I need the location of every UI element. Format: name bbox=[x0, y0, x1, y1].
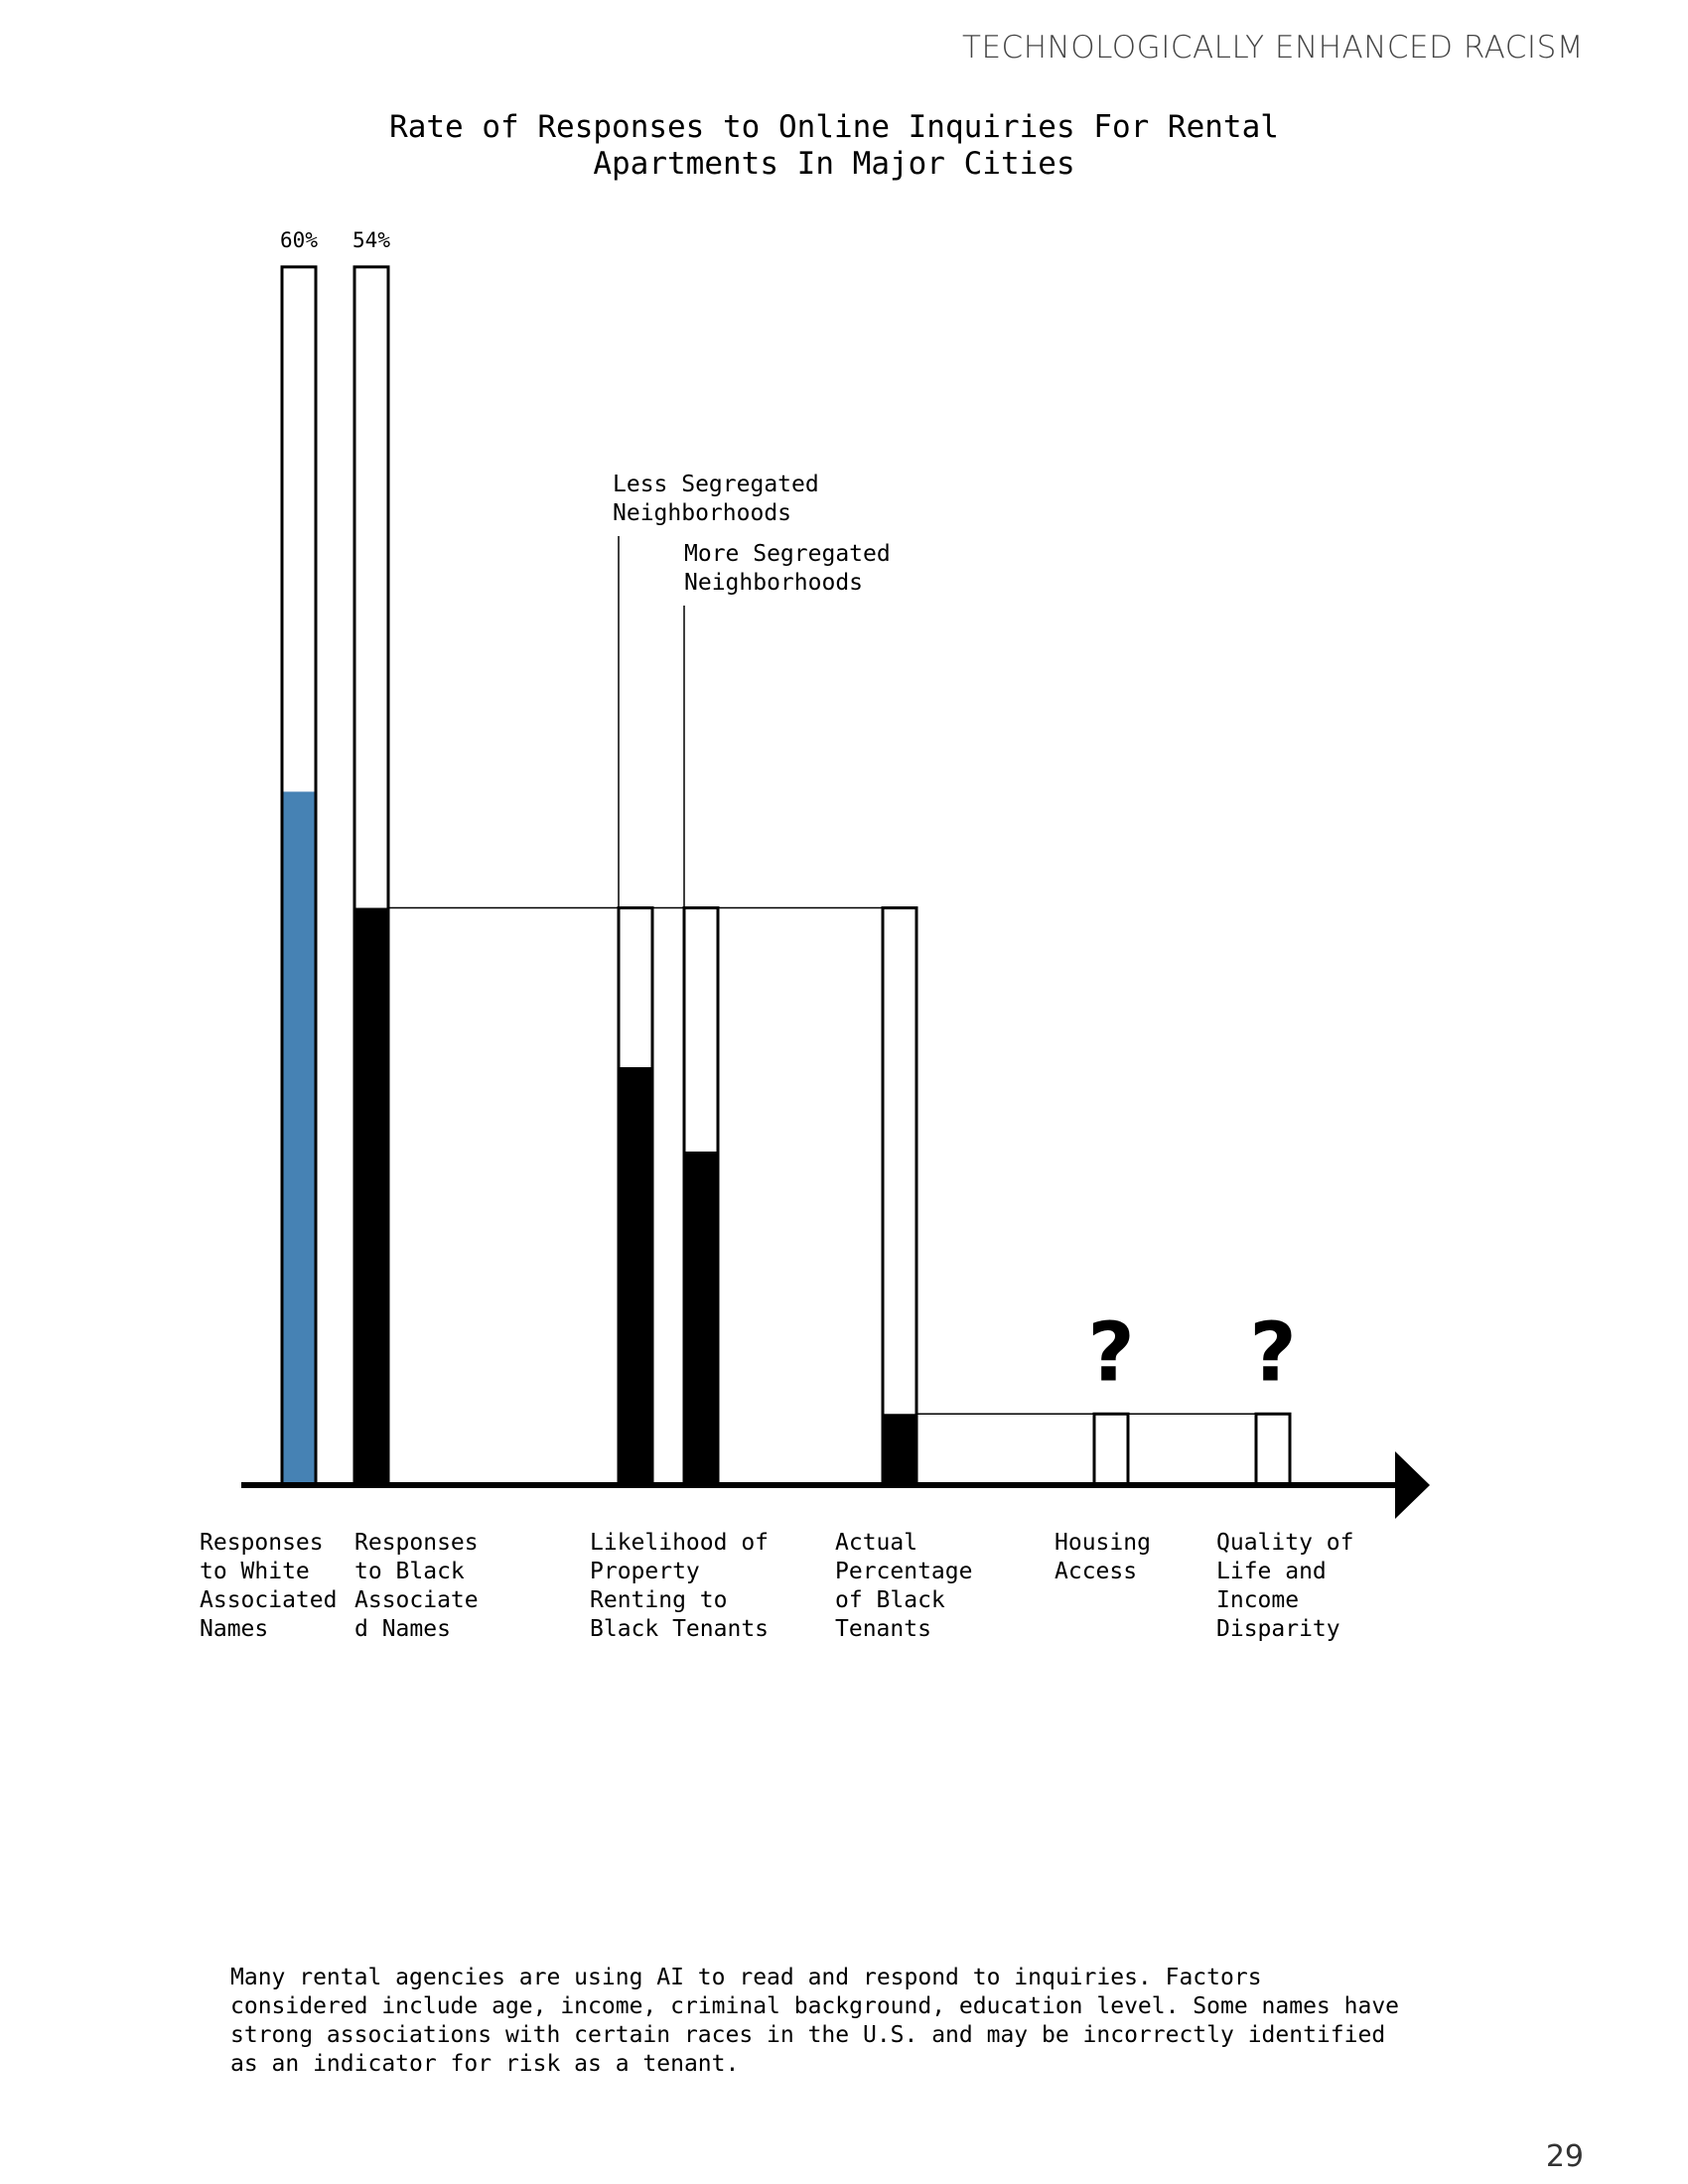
question-mark-quality: ? bbox=[1249, 1305, 1297, 1400]
category-label-white-names: Responses to White Associated Names bbox=[200, 1530, 338, 1642]
bar-outline-housing bbox=[1092, 1412, 1130, 1487]
page-number: 29 bbox=[1545, 2139, 1584, 2174]
question-mark-housing: ? bbox=[1087, 1305, 1135, 1400]
bar-fill-black bbox=[354, 907, 388, 1485]
running-head: TECHNOLOGICALLY ENHANCED RACISM bbox=[962, 30, 1584, 66]
value-label-white: 60% bbox=[280, 228, 318, 252]
value-label-black: 54% bbox=[352, 228, 390, 252]
x-axis-arrowhead bbox=[1395, 1451, 1430, 1519]
bar-fill-actual bbox=[883, 1414, 916, 1485]
category-label-actual-percentage: Actual Percentage of Black Tenants bbox=[835, 1530, 973, 1642]
category-label-black-names: Responses to Black Associate d Names bbox=[354, 1530, 479, 1642]
category-label-quality-of-life: Quality of Life and Income Disparity bbox=[1216, 1530, 1354, 1642]
bar-fill-more_seg bbox=[684, 1151, 718, 1485]
caption: Many rental agencies are using AI to rea… bbox=[230, 1965, 1400, 2077]
bar-fill-less_seg bbox=[619, 1067, 652, 1485]
annotation-more-segregated: More Segregated Neighborhoods bbox=[684, 541, 891, 596]
chart-title: Rate of Responses to Online Inquiries Fo… bbox=[389, 109, 1279, 182]
category-label-likelihood: Likelihood of Property Renting to Black … bbox=[590, 1530, 770, 1642]
category-label-housing-access: Housing Access bbox=[1055, 1530, 1151, 1584]
annotation-less-segregated: Less Segregated Neighborhoods bbox=[613, 472, 819, 526]
bar-outline-quality bbox=[1254, 1412, 1292, 1487]
bar-outline-actual bbox=[881, 906, 918, 1487]
bar-fill-white bbox=[282, 791, 316, 1485]
